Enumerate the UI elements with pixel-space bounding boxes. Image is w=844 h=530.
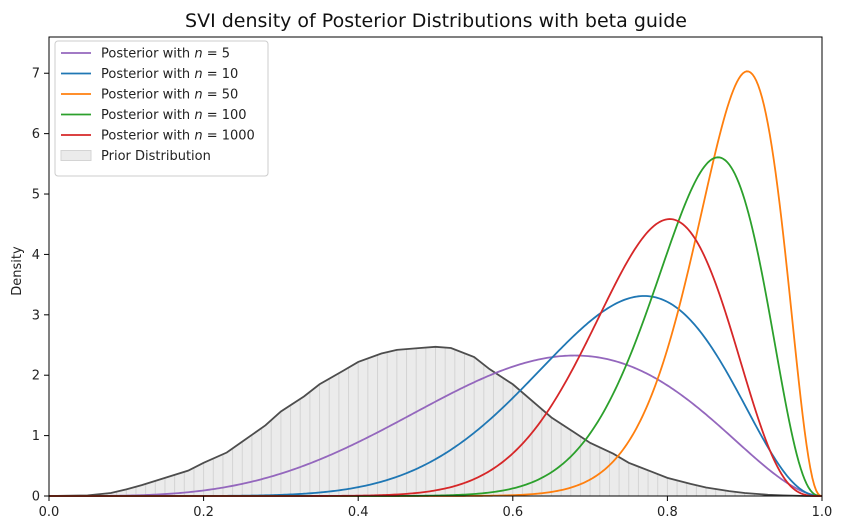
legend-entry: Posterior with n = 10 (101, 67, 238, 82)
y-tick-label: 1 (32, 429, 40, 444)
y-tick-label: 6 (32, 127, 40, 142)
x-tick-label: 1.0 (812, 505, 833, 520)
chart-title: SVI density of Posterior Distributions w… (185, 10, 687, 32)
legend-entry-prior: Prior Distribution (101, 149, 211, 164)
legend-box (54, 40, 269, 177)
legend-entry: Posterior with n = 50 (101, 88, 238, 103)
legend-entry: Posterior with n = 1000 (101, 129, 255, 144)
legend: Posterior with n = 5 Posterior with n = 1… (54, 40, 269, 177)
y-tick-label: 3 (32, 308, 40, 323)
y-tick-label: 5 (32, 188, 40, 203)
plot-area: 0.0 0.2 0.4 0.6 0.8 1.0 0 1 2 3 4 5 6 7 (32, 36, 833, 520)
x-tick-label: 0.6 (502, 505, 523, 520)
y-tick-label: 2 (32, 369, 40, 384)
legend-entry: Posterior with n = 100 (101, 108, 247, 123)
y-tick-label: 7 (32, 67, 40, 82)
legend-entry: Posterior with n = 5 (101, 47, 230, 62)
y-tick-label: 4 (32, 248, 40, 263)
x-tick-label: 0.2 (193, 505, 214, 520)
x-tick-label: 0.8 (657, 505, 678, 520)
prior-line (48, 345, 822, 497)
y-axis-label: Density (10, 246, 25, 296)
x-tick-label: 0.0 (39, 505, 60, 520)
y-tick-label: 0 (32, 490, 40, 505)
x-tick-label: 0.4 (348, 505, 369, 520)
series-line-0 (49, 354, 823, 497)
plot-frame (48, 36, 823, 497)
legend-swatch-prior (60, 150, 92, 161)
